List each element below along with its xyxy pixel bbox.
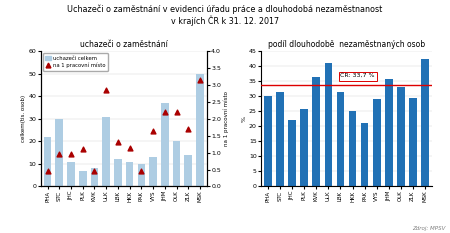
Bar [196, 74, 204, 186]
Point [91, 169, 98, 173]
Y-axis label: na 1 pracovní místo: na 1 pracovní místo [224, 91, 230, 146]
Bar [44, 137, 51, 186]
Point [114, 140, 122, 144]
Bar [90, 168, 98, 186]
Point [68, 152, 75, 156]
Point [56, 152, 63, 156]
Bar [421, 59, 429, 186]
Title: podíl dlouhodobě  nezaměstnaných osob: podíl dlouhodobě nezaměstnaných osob [268, 40, 425, 49]
Bar [102, 116, 110, 186]
Y-axis label: %: % [241, 116, 246, 122]
Bar [149, 157, 157, 186]
Y-axis label: celkem(tis. osob): celkem(tis. osob) [21, 95, 26, 142]
Point [44, 169, 51, 173]
Point [103, 88, 110, 92]
Bar [114, 159, 122, 186]
Bar [301, 109, 308, 186]
Point [161, 110, 168, 114]
Bar [264, 96, 272, 186]
Bar [337, 92, 344, 186]
Title: uchazeči o zaměstnání: uchazeči o zaměstnání [80, 40, 168, 49]
Bar [385, 79, 392, 186]
Bar [79, 171, 86, 186]
Bar [397, 87, 405, 186]
Bar [360, 123, 369, 186]
Bar [349, 111, 356, 186]
Point [126, 146, 133, 149]
Point [184, 127, 192, 131]
Bar [184, 155, 192, 186]
Bar [55, 119, 63, 186]
Text: Zdroj: MPSV: Zdroj: MPSV [412, 226, 446, 231]
Bar [288, 120, 296, 186]
Point [79, 147, 86, 151]
Bar [276, 92, 284, 186]
Bar [138, 164, 145, 186]
Point [196, 78, 203, 82]
Bar [324, 63, 333, 186]
Point [173, 110, 180, 114]
Point [138, 169, 145, 173]
Bar [373, 99, 381, 186]
Bar [126, 162, 133, 186]
Bar [67, 162, 75, 186]
Text: Uchazeči o zaměstnání v evidenci úřadu práce a dlouhodobá nezaměstnanost
v krají: Uchazeči o zaměstnání v evidenci úřadu p… [68, 5, 382, 26]
Bar [173, 141, 180, 186]
Legend: uchazeči celkem, na 1 pracovní místo: uchazeči celkem, na 1 pracovní místo [43, 53, 108, 71]
Point [149, 129, 157, 133]
Bar [409, 98, 417, 186]
Text: ČR: 33,7 %: ČR: 33,7 % [341, 74, 375, 79]
Bar [161, 103, 169, 186]
Bar [312, 77, 320, 186]
